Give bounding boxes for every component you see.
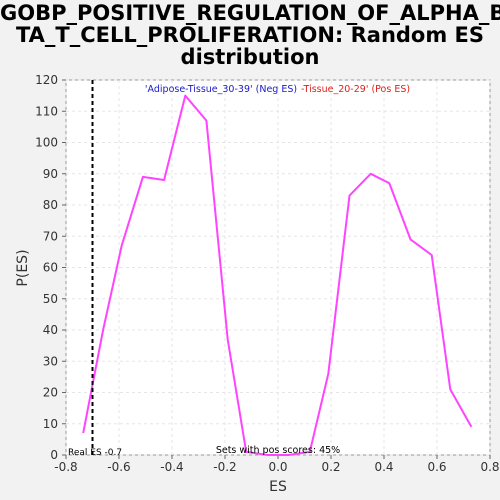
- y-tick-label: 70: [43, 229, 58, 243]
- x-axis-label: ES: [269, 479, 287, 495]
- chart-title-line-2: TA_T_CELL_PROLIFERATION: Random ES: [15, 23, 485, 47]
- x-tick-label: 0.4: [374, 460, 393, 474]
- real-es-label: Real ES -0.7: [68, 448, 122, 458]
- chart-title-line-3: distribution: [180, 45, 320, 69]
- axis-ticks: -0.8 -0.6 -0.4 -0.2 0.0 0.2 0.4 0.6 0.8 0 10 20 30 40…: [35, 73, 499, 474]
- y-tick-label: 40: [43, 323, 58, 337]
- y-tick-label: 100: [35, 136, 58, 150]
- chart-title-line-1: GOBP_POSITIVE_REGULATION_OF_ALPHA_BE: [0, 1, 500, 25]
- series-layer: [82, 94, 473, 456]
- y-tick-label: 60: [43, 261, 58, 275]
- y-axis-label: P(ES): [15, 249, 31, 286]
- pos-score-note: Sets with pos scores: 45%: [216, 445, 340, 456]
- y-tick-label: 50: [43, 292, 58, 306]
- chart-title: GOBP_POSITIVE_REGULATION_OF_ALPHA_BE TA_…: [0, 2, 500, 68]
- y-tick-label: 0: [50, 448, 58, 462]
- x-tick-label: 0.2: [321, 460, 340, 474]
- y-tick-label: 10: [43, 417, 58, 431]
- x-tick-label: -0.8: [54, 460, 77, 474]
- pos-legend-label: -Tissue_20-29' (Pos ES): [301, 84, 410, 95]
- es-distribution-line: [82, 94, 473, 456]
- x-tick-label: 0.6: [427, 460, 446, 474]
- x-tick-label: -0.4: [160, 460, 183, 474]
- y-tick-label: 80: [43, 198, 58, 212]
- y-tick-label: 90: [43, 167, 58, 181]
- x-tick-label: 0.8: [480, 460, 499, 474]
- y-tick-label: 20: [43, 386, 58, 400]
- y-tick-label: 120: [35, 73, 58, 87]
- neg-legend-label: 'Adipose-Tissue_30-39' (Neg ES): [145, 84, 297, 95]
- x-tick-label: -0.2: [213, 460, 236, 474]
- y-tick-label: 30: [43, 354, 58, 368]
- x-tick-label: 0.0: [268, 460, 287, 474]
- x-tick-label: -0.6: [107, 460, 130, 474]
- y-tick-label: 110: [35, 104, 58, 118]
